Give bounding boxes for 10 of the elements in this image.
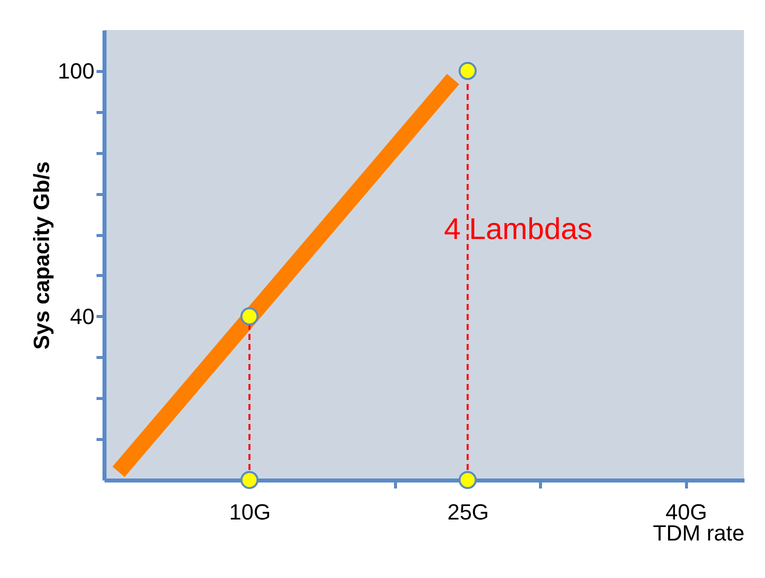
point	[240, 470, 259, 490]
x-tick-label: 25G	[447, 500, 489, 524]
y-tick-label: 100	[58, 58, 94, 84]
x-tick-label: 10G	[229, 500, 271, 524]
y-tick-label: 40	[70, 304, 94, 329]
point	[240, 307, 259, 326]
point	[458, 470, 477, 490]
annotation: 4 Lambdas	[444, 213, 592, 246]
y-axis-title: Sys capacity Gb/s	[28, 161, 54, 350]
point	[458, 62, 477, 80]
